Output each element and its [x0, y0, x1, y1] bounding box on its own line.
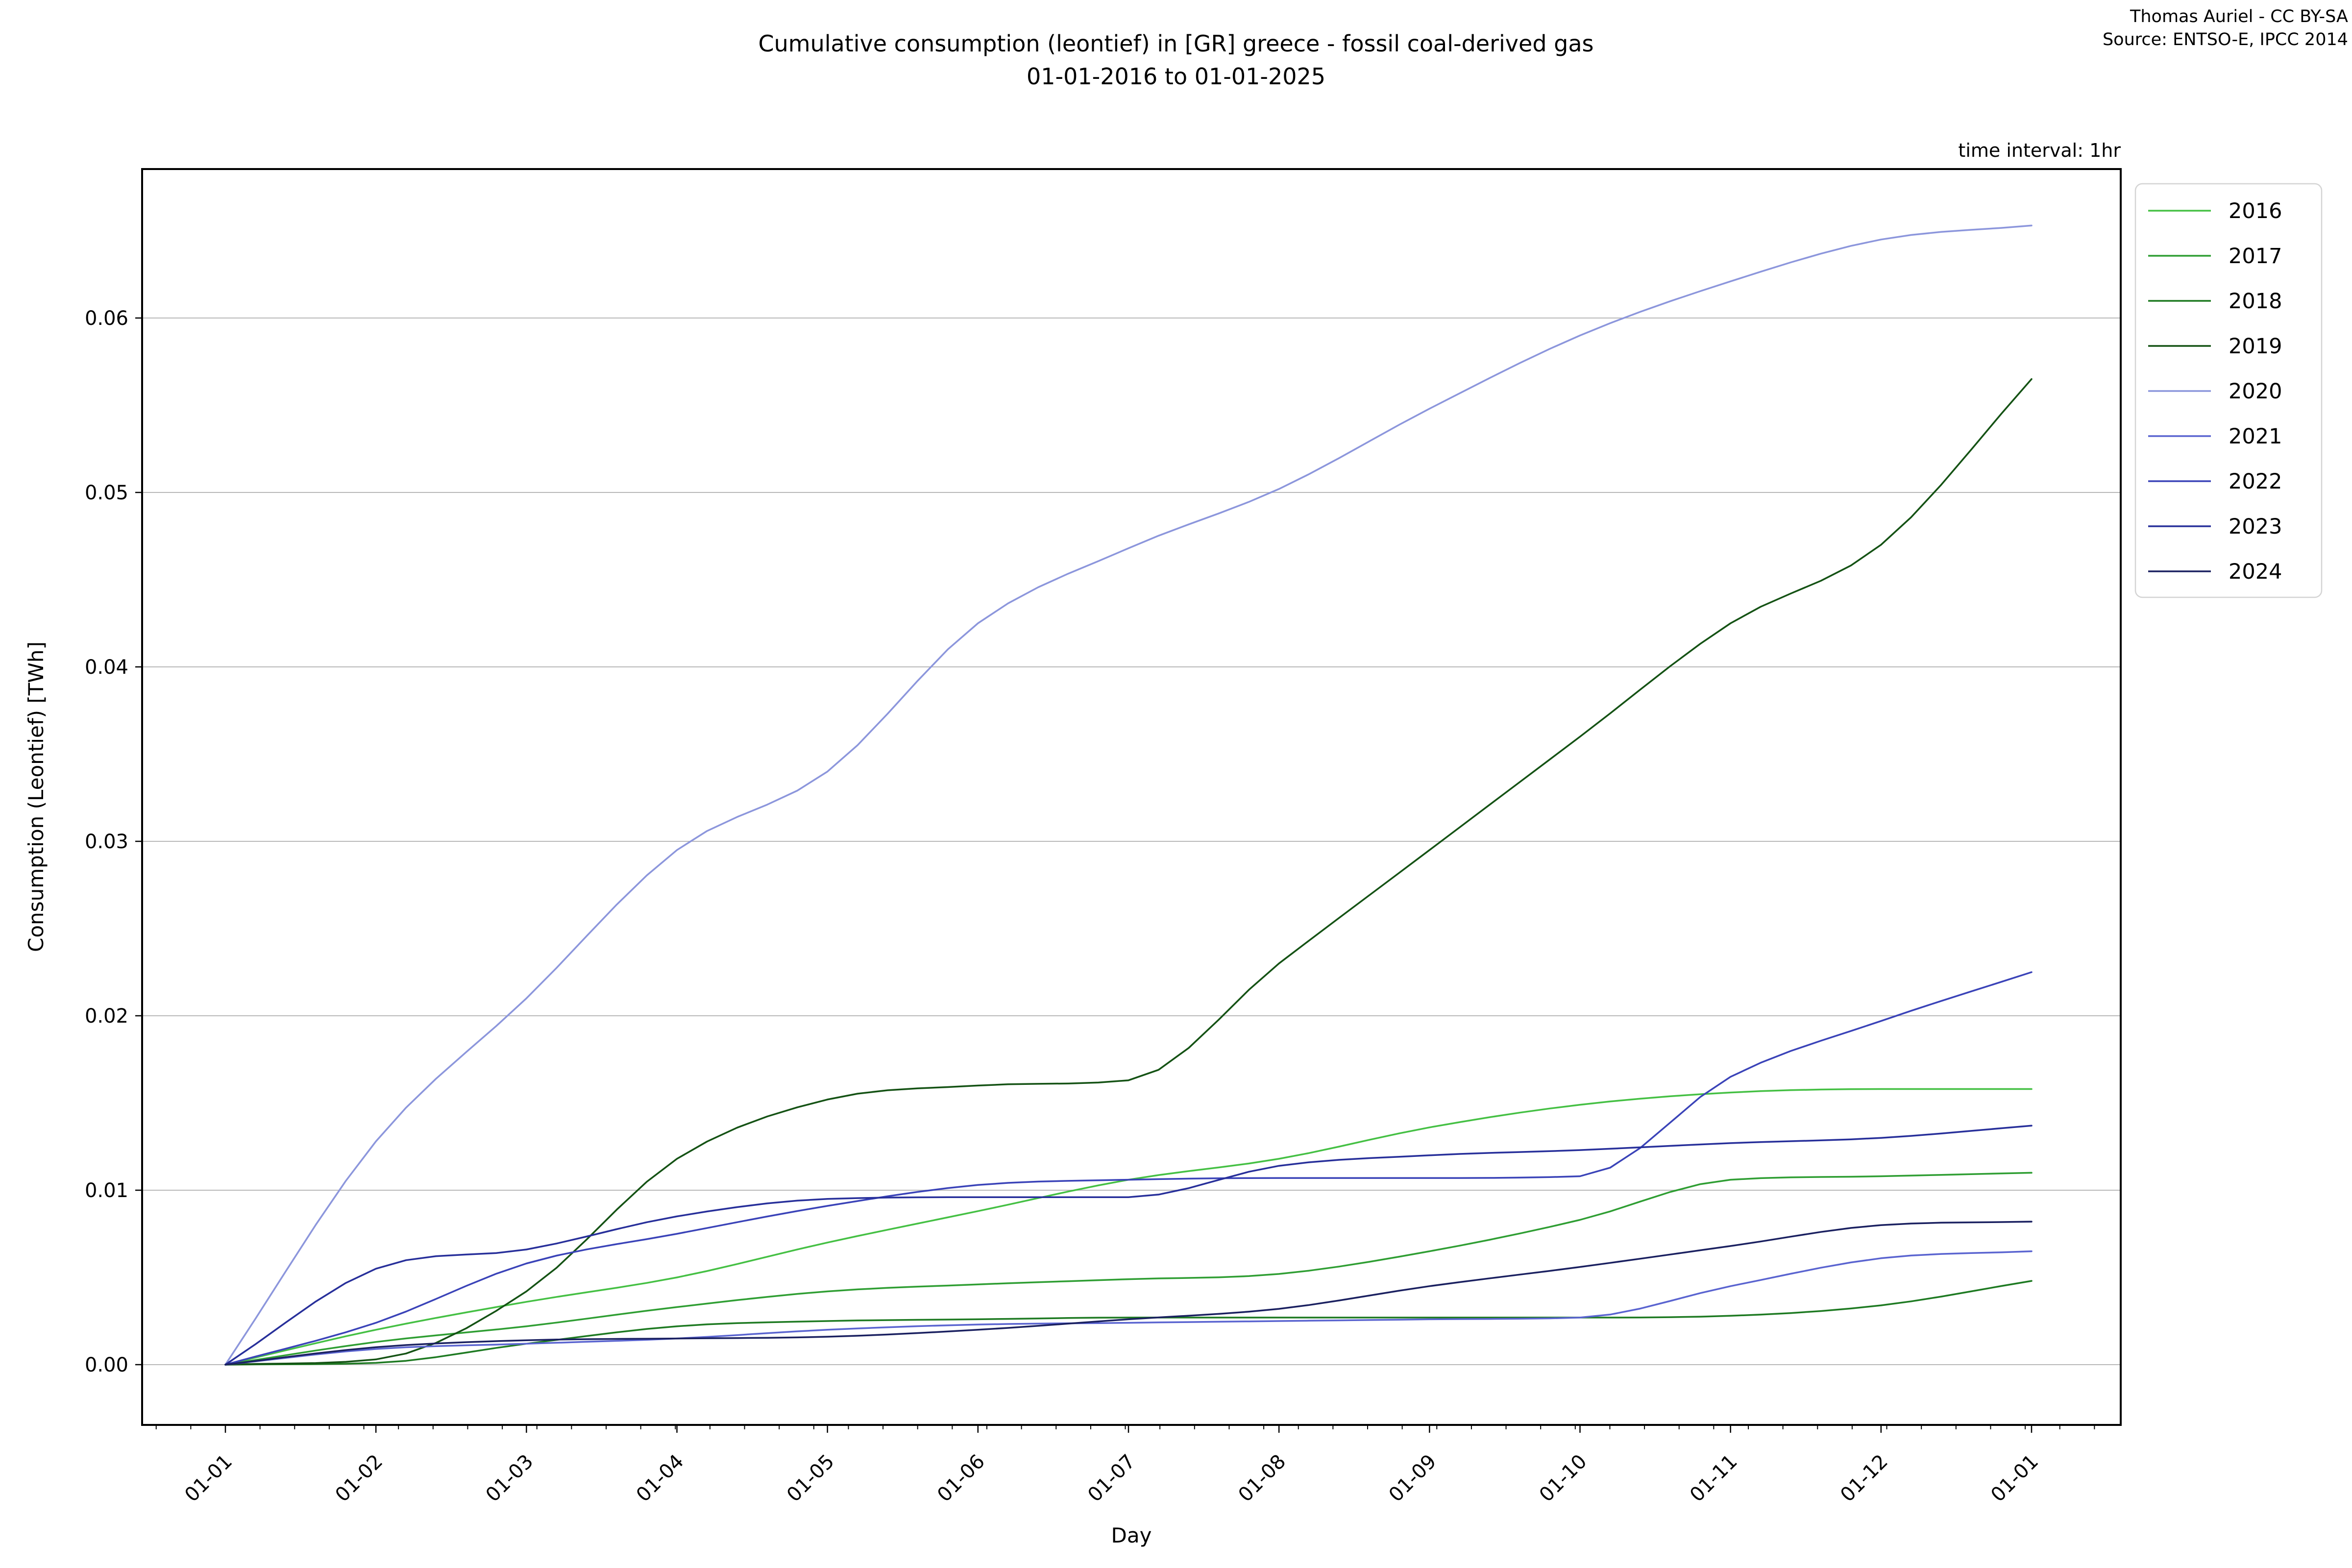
legend-label-2018: 2018	[2229, 289, 2282, 314]
series-line-2020	[224, 224, 2033, 1366]
legend-label-2019: 2019	[2229, 334, 2282, 359]
y-axis-label: Consumption (Leontief) [TWh]	[24, 641, 48, 952]
y-tick-label-0.03: 0.03	[85, 831, 128, 853]
legend-label-2024: 2024	[2229, 560, 2282, 584]
y-tick-label-0.00: 0.00	[85, 1354, 128, 1376]
y-tick-label-0.06: 0.06	[85, 307, 128, 330]
x-tick-label-0-01-01: 01-01	[180, 1450, 237, 1507]
credit-source: Source: ENTSO-E, IPCC 2014	[2103, 30, 2348, 49]
series-line-2019	[224, 378, 2033, 1366]
x-tick-label-9-01-10: 01-10	[1535, 1450, 1592, 1507]
legend: 2016 2017 2018 2019 2020 2021 2022 2023 2024	[2134, 183, 2323, 598]
x-axis-label: Day	[1111, 1523, 1152, 1547]
legend-label-2023: 2023	[2229, 514, 2282, 539]
x-tick-label-4-01-05: 01-05	[783, 1450, 839, 1507]
legend-label-2021: 2021	[2229, 424, 2282, 449]
time-interval-note: time interval: 1hr	[1958, 140, 2121, 161]
series-line-2017	[224, 1172, 2033, 1366]
y-tick-label-0.04: 0.04	[85, 656, 128, 679]
series-line-2024	[224, 1221, 2033, 1366]
x-tick-label-12-01-01: 01-01	[1986, 1450, 2043, 1507]
series-line-2023	[224, 1125, 2033, 1366]
chart-title-line1: Cumulative consumption (leontief) in [GR…	[759, 30, 1594, 57]
axis-ticks	[135, 317, 2095, 1433]
series-lines	[224, 224, 2033, 1366]
x-tick-label-6-01-07: 01-07	[1083, 1450, 1140, 1507]
x-tick-label-10-01-11: 01-11	[1686, 1450, 1742, 1507]
chart-title-line2: 01-01-2016 to 01-01-2025	[1027, 63, 1325, 90]
x-tick-label-7-01-08: 01-08	[1234, 1450, 1291, 1507]
x-tick-label-11-01-12: 01-12	[1836, 1450, 1892, 1507]
x-tick-label-3-01-04: 01-04	[632, 1450, 688, 1507]
legend-label-2020: 2020	[2229, 379, 2282, 404]
axes-spines	[141, 168, 2122, 1426]
y-tick-label-0.02: 0.02	[85, 1005, 128, 1028]
series-line-2021	[224, 1250, 2033, 1366]
legend-box	[2134, 183, 2323, 598]
legend-label-2022: 2022	[2229, 469, 2282, 494]
plot-border	[141, 168, 2122, 1426]
credit-author: Thomas Auriel - CC BY-SA	[2130, 7, 2348, 26]
x-tick-label-8-01-09: 01-09	[1385, 1450, 1441, 1507]
gridlines	[142, 318, 2121, 1365]
y-tick-label-0.05: 0.05	[85, 482, 128, 504]
x-tick-label-2-01-03: 01-03	[482, 1450, 538, 1507]
y-tick-label-0.01: 0.01	[85, 1179, 128, 1202]
x-tick-label-1-01-02: 01-02	[331, 1450, 388, 1507]
legend-label-2017: 2017	[2229, 244, 2282, 269]
legend-label-2016: 2016	[2229, 199, 2282, 223]
series-line-2022	[224, 971, 2033, 1366]
x-tick-label-5-01-06: 01-06	[933, 1450, 989, 1507]
